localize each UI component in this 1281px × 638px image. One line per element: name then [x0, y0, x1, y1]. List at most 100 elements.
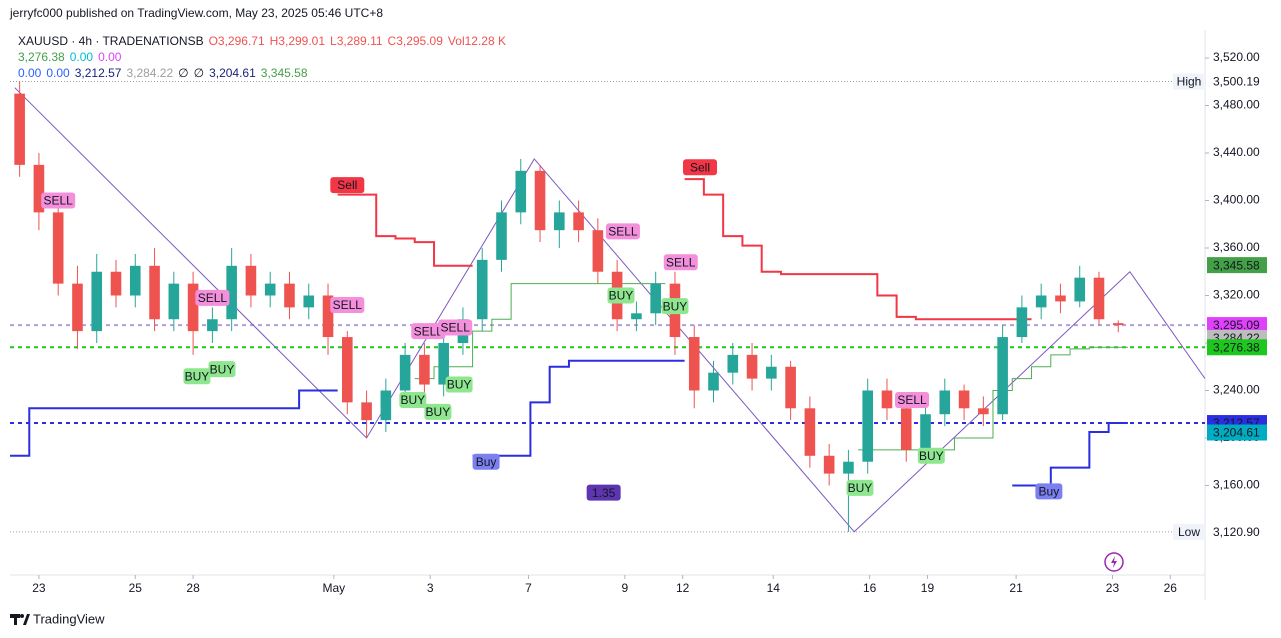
- legend-item: O3,296.71: [209, 34, 265, 48]
- signal-text: SELL: [441, 321, 471, 335]
- legend-row: 3,276.38 0.00 0.00: [18, 50, 122, 64]
- price-badge: [1207, 317, 1267, 334]
- candle-body: [688, 337, 700, 391]
- signal-label: [1035, 483, 1063, 500]
- x-tick-label: May: [322, 581, 345, 595]
- candle-body: [496, 212, 507, 260]
- candle-body: [843, 461, 854, 474]
- signal-text: BUY: [919, 449, 944, 463]
- price-tag: [1173, 523, 1205, 540]
- price-tag: [1173, 73, 1205, 90]
- y-tick-label: 3,440.00: [1213, 145, 1260, 159]
- candle-body: [804, 408, 816, 456]
- y-tick-label: 3,400.00: [1213, 193, 1260, 207]
- signal-label: [41, 192, 76, 209]
- candle-body: [380, 390, 392, 421]
- signal-label: [683, 159, 718, 176]
- candle-body: [33, 164, 45, 213]
- x-tick-label: 3: [427, 581, 434, 595]
- candle-body: [207, 319, 218, 332]
- candle-body: [766, 366, 777, 379]
- candle-body: [631, 313, 642, 320]
- candle-body: [573, 212, 584, 231]
- candle-body: [900, 408, 912, 450]
- candle-body: [284, 283, 295, 308]
- candle-body: [168, 283, 180, 320]
- price-tag-label: Low: [1178, 525, 1200, 539]
- candle-body: [361, 402, 372, 421]
- candle-body: [920, 414, 931, 450]
- footer: TradingView: [33, 611, 105, 626]
- indicator-line: [337, 178, 1032, 321]
- legend-item: XAUUSD · 4h · TRADENATIONSB: [18, 34, 204, 48]
- candle-body: [958, 390, 970, 409]
- replay-icon: [1104, 552, 1124, 572]
- signal-label: [607, 287, 635, 304]
- x-tick-label: 21: [1009, 581, 1023, 595]
- candle-body: [91, 271, 103, 332]
- price-badge: [1207, 339, 1267, 356]
- signal-label: [661, 298, 689, 315]
- x-tick-label: 9: [622, 581, 629, 595]
- candle-body: [245, 265, 257, 296]
- candle-body: [72, 283, 83, 332]
- candle-body: [997, 337, 1008, 415]
- candle-body: [978, 408, 989, 415]
- signal-label: [605, 223, 640, 240]
- candle-body: [264, 283, 276, 296]
- price-badge-label: 3,276.38: [1213, 340, 1260, 354]
- price-badge: [1207, 424, 1267, 441]
- legend-item: ∅: [194, 66, 204, 80]
- signal-label: [917, 447, 945, 464]
- x-tick-label: 26: [1164, 581, 1178, 595]
- candle-body: [1055, 295, 1066, 302]
- candle-body: [1074, 277, 1086, 302]
- candle-body: [1112, 323, 1124, 326]
- signal-label: [846, 479, 874, 496]
- legend-item: 0.00: [46, 66, 70, 80]
- price-badge: [1207, 257, 1267, 274]
- x-tick-label: 28: [186, 581, 200, 595]
- signal-label: [472, 453, 500, 470]
- signal-label: [663, 254, 698, 271]
- signal-label: [330, 177, 365, 194]
- signal-label: [399, 391, 427, 408]
- signal-label: [438, 319, 473, 336]
- signal-text: BUY: [400, 393, 425, 407]
- signal-text: BUY: [426, 405, 451, 419]
- signal-label: [183, 368, 211, 385]
- candle-body: [303, 295, 315, 308]
- signal-text: BUY: [663, 299, 688, 313]
- signal-label: [195, 289, 230, 306]
- y-tick-label: 3,160.00: [1213, 478, 1260, 492]
- candle-body: [862, 390, 874, 462]
- candle-body: [939, 390, 951, 415]
- candle-body: [419, 354, 430, 385]
- legend-item: Vol12.28 K: [448, 34, 506, 48]
- candle-body: [515, 170, 527, 213]
- legend-item: 0.00: [98, 50, 122, 64]
- legend-row: XAUUSD · 4h · TRADENATIONSB O3,296.71 H3,2…: [18, 34, 506, 48]
- legend-item: 3,204.61: [209, 66, 256, 80]
- candle-body: [881, 390, 893, 409]
- candle-body: [341, 337, 353, 403]
- candle-body: [746, 354, 758, 379]
- price-badge-label: 3,345.58: [1213, 258, 1260, 272]
- candle-body: [823, 455, 835, 474]
- candle-body: [226, 265, 237, 320]
- signal-text: Sell: [337, 178, 357, 192]
- candle-body: [650, 283, 661, 314]
- candle-body: [554, 212, 565, 231]
- candle-body: [708, 372, 719, 391]
- legend-item: 3,276.38: [18, 50, 65, 64]
- candle-body: [129, 265, 141, 296]
- price-badge-label: 3,500.19: [1213, 75, 1260, 89]
- x-tick-label: 7: [525, 581, 532, 595]
- candle-body: [14, 93, 25, 165]
- signal-text: SELL: [897, 393, 927, 407]
- candle-body: [149, 265, 160, 320]
- legend-item: 3,284.22: [126, 66, 173, 80]
- x-tick-label: 16: [863, 581, 877, 595]
- signal-label: [330, 296, 365, 313]
